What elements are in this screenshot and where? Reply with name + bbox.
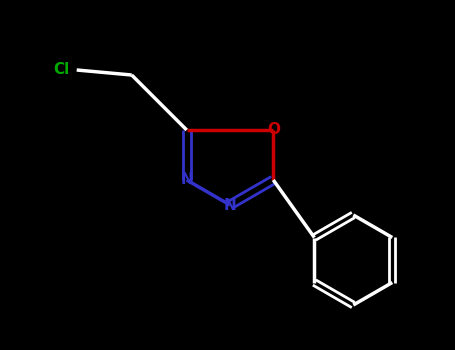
Text: O: O <box>267 122 280 138</box>
Text: N: N <box>223 197 237 212</box>
Text: N: N <box>180 173 193 188</box>
Text: Cl: Cl <box>54 63 70 77</box>
